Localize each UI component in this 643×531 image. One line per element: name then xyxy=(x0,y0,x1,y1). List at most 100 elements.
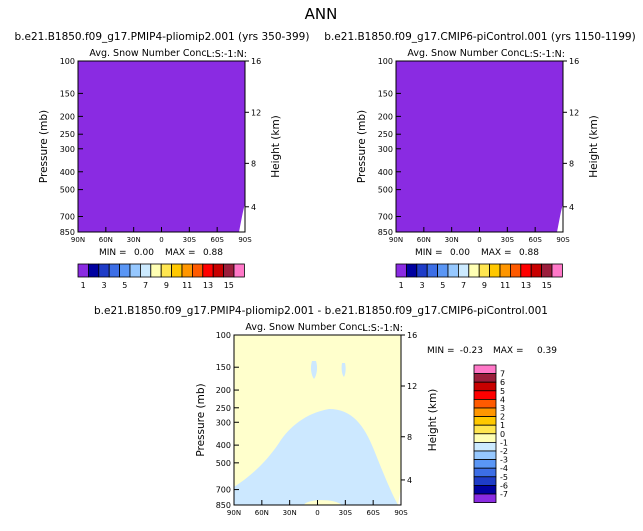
right-axis-label: Height (km) xyxy=(588,115,600,178)
colorbar-cell xyxy=(473,381,497,392)
height-tick-label: 8 xyxy=(251,159,256,168)
colorbar-label: 2 xyxy=(500,413,505,422)
panel-title: b.e21.B1850.f09_g17.PMIP4-pliomip2.001 (… xyxy=(15,31,310,43)
colorbar-cell xyxy=(473,416,497,426)
colorbar-cell xyxy=(473,398,497,409)
colorbar-label: 0 xyxy=(500,430,505,439)
pressure-tick-label: 300 xyxy=(216,418,231,427)
pressure-tick-label: 400 xyxy=(60,168,75,177)
y-axis-label: Pressure (mb) xyxy=(195,383,207,456)
pressure-tick-label: 700 xyxy=(378,212,393,221)
latitude-tick-label: 0 xyxy=(477,236,481,244)
y-axis-label: Pressure (mb) xyxy=(356,110,368,183)
pressure-tick-label: 200 xyxy=(378,112,393,121)
colorbar-label: 9 xyxy=(482,281,487,290)
colorbar-cell xyxy=(473,390,497,400)
colorbar-cell xyxy=(473,459,497,469)
height-tick-label: 8 xyxy=(569,159,574,168)
latitude-tick-label: 60N xyxy=(417,236,431,244)
colorbar-cell xyxy=(473,484,497,495)
panel-subtitle: Avg. Snow Number Conc. xyxy=(245,322,365,333)
height-tick-label: 12 xyxy=(407,382,417,391)
colorbar-cell xyxy=(473,373,497,383)
panel-subtitle: Avg. Snow Number Conc. xyxy=(407,48,527,59)
pressure-tick-label: 850 xyxy=(378,228,393,237)
colorbar-cell xyxy=(212,263,224,278)
colorbar-cell xyxy=(416,263,428,278)
pressure-tick-label: 700 xyxy=(216,486,231,495)
colorbar-cell xyxy=(98,263,110,278)
colorbar-cell xyxy=(473,424,497,435)
latitude-tick-label: 30N xyxy=(127,236,141,244)
max-value: 0.88 xyxy=(203,248,223,258)
latitude-tick-label: 30N xyxy=(283,509,297,517)
min-label: MIN = xyxy=(99,248,127,258)
pressure-tick-label: 500 xyxy=(216,459,231,468)
pressure-tick-label: 700 xyxy=(60,212,75,221)
pressure-tick-label: 250 xyxy=(216,404,231,413)
colorbar-label: 3 xyxy=(101,281,106,290)
pressure-tick-label: 250 xyxy=(378,130,393,139)
max-value: 0.88 xyxy=(519,248,539,258)
pressure-tick-label: 500 xyxy=(60,186,75,195)
colorbar-label: 11 xyxy=(182,281,192,290)
colorbar-label: 4 xyxy=(500,395,505,404)
min-label: MIN = xyxy=(427,346,455,356)
colorbar-label: -4 xyxy=(500,464,508,473)
latitude-tick-label: 90S xyxy=(556,236,570,244)
pressure-tick-label: 250 xyxy=(60,130,75,139)
colorbar-label: 11 xyxy=(500,281,510,290)
colorbar-cell xyxy=(395,263,407,278)
latitude-tick-label: 30S xyxy=(339,509,353,517)
difference-white-patch xyxy=(398,489,401,505)
difference-positive-region xyxy=(304,500,342,505)
colorbar-label: 15 xyxy=(542,281,552,290)
colorbar-cell xyxy=(108,263,120,278)
panel-title: b.e21.B1850.f09_g17.PMIP4-pliomip2.001 -… xyxy=(94,305,548,317)
colorbar-label: -3 xyxy=(500,456,508,465)
pressure-tick-label: 850 xyxy=(60,228,75,237)
height-tick-label: 8 xyxy=(407,433,412,442)
colorbar-cell xyxy=(202,263,214,278)
colorbar-label: 7 xyxy=(461,281,466,290)
pressure-tick-label: 150 xyxy=(378,89,393,98)
page-title: ANN xyxy=(305,5,338,23)
colorbar-label: 13 xyxy=(521,281,531,290)
max-label: MAX = xyxy=(493,346,524,356)
colorbar-cell xyxy=(473,433,497,443)
pressure-tick-label: 400 xyxy=(378,168,393,177)
y-axis-label: Pressure (mb) xyxy=(38,110,50,183)
colorbar-cell xyxy=(499,263,511,278)
colorbar-label: 1 xyxy=(81,281,86,290)
colorbar-cell xyxy=(191,263,204,278)
height-tick-label: 4 xyxy=(251,203,256,212)
pressure-tick-label: 300 xyxy=(378,145,393,154)
latitude-tick-label: 90N xyxy=(227,509,241,517)
colorbar-cell xyxy=(489,263,501,278)
latitude-tick-label: 90S xyxy=(238,236,252,244)
height-tick-label: 4 xyxy=(407,476,412,485)
latitude-tick-label: 30S xyxy=(501,236,515,244)
min-value: 0.00 xyxy=(450,248,470,258)
colorbar-cell xyxy=(509,263,522,278)
colorbar-cell xyxy=(139,263,152,278)
latitude-tick-label: 90N xyxy=(71,236,85,244)
right-axis-label: Height (km) xyxy=(427,389,439,452)
colorbar-label: 6 xyxy=(500,378,505,387)
colorbar-label: 5 xyxy=(440,281,445,290)
pressure-tick-label: 500 xyxy=(378,186,393,195)
colorbar-cell xyxy=(541,263,553,278)
colorbar-label: 9 xyxy=(164,281,169,290)
latitude-tick-label: 60S xyxy=(366,509,380,517)
colorbar-cell xyxy=(129,263,141,278)
colorbar-cell xyxy=(457,263,470,278)
colorbar-label: 15 xyxy=(224,281,234,290)
field-white-patch xyxy=(557,204,563,232)
colorbar-label: -2 xyxy=(500,447,508,456)
latitude-tick-label: 60S xyxy=(210,236,224,244)
latitude-tick-label: 0 xyxy=(159,236,163,244)
colorbar-label: -7 xyxy=(500,490,508,499)
colorbar-cell xyxy=(473,441,497,452)
pressure-tick-label: 100 xyxy=(60,57,75,66)
